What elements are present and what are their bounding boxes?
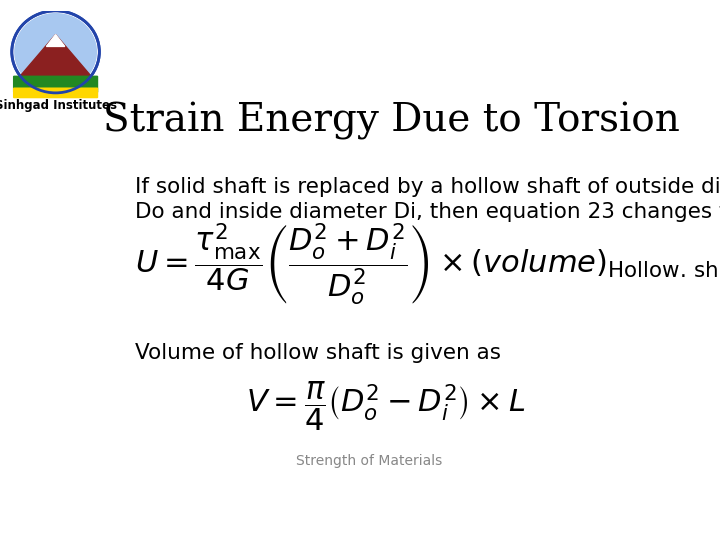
Polygon shape <box>19 35 92 78</box>
Text: Volume of hollow shaft is given as: Volume of hollow shaft is given as <box>135 343 500 363</box>
Text: Do and inside diameter Di, then equation 23 changes to: Do and inside diameter Di, then equation… <box>135 202 720 222</box>
Text: $V = \dfrac{\pi}{4}\left(D_o^{2}-D_i^{2}\right)\times L$: $V = \dfrac{\pi}{4}\left(D_o^{2}-D_i^{2}… <box>246 379 526 433</box>
Circle shape <box>14 13 97 91</box>
Text: If solid shaft is replaced by a hollow shaft of outside diameter: If solid shaft is replaced by a hollow s… <box>135 177 720 197</box>
Text: Strain Energy Due to Torsion: Strain Energy Due to Torsion <box>103 102 680 140</box>
Text: Strength of Materials: Strength of Materials <box>296 454 442 468</box>
Text: Sinhgad Institutes: Sinhgad Institutes <box>0 99 117 112</box>
FancyBboxPatch shape <box>13 76 98 93</box>
Polygon shape <box>46 35 65 46</box>
FancyBboxPatch shape <box>13 87 98 98</box>
Text: $U = \dfrac{\tau^{2}_{\max}}{4G}\left(\dfrac{D_o^{2}+D_i^{2}}{D_o^{2}}\right)\ti: $U = \dfrac{\tau^{2}_{\max}}{4G}\left(\d… <box>135 221 720 308</box>
